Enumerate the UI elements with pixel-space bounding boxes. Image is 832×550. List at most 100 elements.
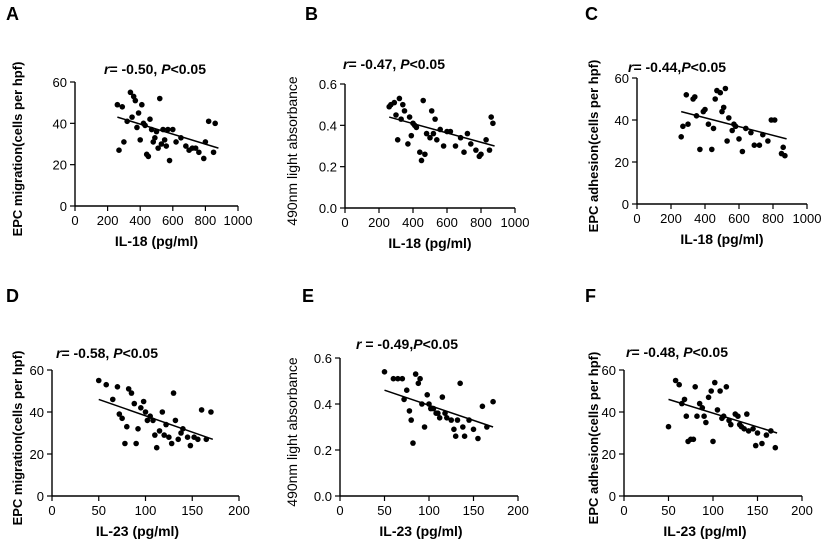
data-point xyxy=(163,143,170,149)
data-point xyxy=(484,424,490,430)
data-point xyxy=(424,392,431,398)
data-point xyxy=(728,421,734,428)
data-point xyxy=(772,444,779,451)
x-tick-label: 100 xyxy=(135,503,157,518)
data-point xyxy=(390,375,397,382)
data-point xyxy=(457,380,463,387)
data-point xyxy=(483,137,489,143)
data-point xyxy=(685,121,691,127)
x-tick-label: 600 xyxy=(728,211,750,226)
panel-b: B 0 200 400 600 800 1000 0.0 0.2 0.4 0.6 IL-18 (pg/… xyxy=(284,4,529,251)
stat-annotation: r= -0.44,P<0.05 xyxy=(628,59,726,75)
data-point xyxy=(103,381,110,388)
y-tick-label: 0.2 xyxy=(314,443,332,458)
x-axis-label: IL-18 (pg/ml) xyxy=(115,233,198,249)
data-point xyxy=(203,436,210,443)
data-point xyxy=(160,126,166,133)
data-point xyxy=(703,419,709,426)
x-tick-label: 800 xyxy=(762,211,784,226)
data-point xyxy=(172,417,179,424)
data-point xyxy=(166,157,173,164)
data-point xyxy=(672,377,679,384)
data-point xyxy=(750,426,756,432)
data-point xyxy=(173,139,179,145)
data-point xyxy=(488,114,495,120)
data-point xyxy=(139,101,145,108)
data-point xyxy=(683,92,690,98)
x-axis-label: IL-23 (pg/ml) xyxy=(96,523,179,539)
data-point xyxy=(732,123,739,130)
data-point xyxy=(413,124,420,131)
regression-line xyxy=(384,389,494,428)
data-point xyxy=(116,411,123,417)
data-point xyxy=(437,126,444,133)
data-point xyxy=(200,155,207,162)
y-tick-label: 40 xyxy=(30,405,44,420)
x-tick-label: 50 xyxy=(377,503,391,518)
data-point xyxy=(142,122,148,129)
stat-annotation: r= -0.58, P<0.05 xyxy=(56,345,158,361)
data-point xyxy=(208,409,214,415)
stat-r-value: = -0.50, xyxy=(109,61,161,77)
data-point xyxy=(479,403,486,410)
data-point xyxy=(434,137,440,143)
data-point xyxy=(192,145,199,151)
data-point xyxy=(690,436,697,443)
stat-r-label: r xyxy=(343,56,350,72)
x-tick-label: 200 xyxy=(507,503,529,518)
panel-a: A 0 200 400 600 800 1000 0 20 40 60 IL-18 (pg/ml) EP… xyxy=(6,4,252,249)
data-point xyxy=(447,128,454,135)
data-point xyxy=(699,405,706,411)
data-point xyxy=(720,104,727,111)
x-tick-label: 800 xyxy=(195,213,217,228)
data-point xyxy=(444,415,450,421)
data-point xyxy=(184,434,191,441)
data-point xyxy=(155,145,161,151)
y-tick-label: 60 xyxy=(53,75,67,90)
data-point xyxy=(393,112,399,118)
x-tick-label: 400 xyxy=(694,211,716,226)
x-tick-label: 200 xyxy=(228,503,250,518)
data-point xyxy=(168,440,175,447)
data-point xyxy=(457,134,464,141)
data-point xyxy=(405,141,411,147)
data-point xyxy=(697,146,703,153)
data-point xyxy=(490,398,496,405)
data-point xyxy=(751,142,758,148)
y-axis-label: 490nm light absorbance xyxy=(284,357,300,507)
data-point xyxy=(395,375,401,382)
y-tick-label: 20 xyxy=(602,447,616,462)
data-point xyxy=(771,117,778,123)
panel-letter: C xyxy=(585,4,598,24)
data-point xyxy=(140,398,147,405)
data-point xyxy=(717,89,724,96)
x-tick-label: 100 xyxy=(418,503,440,518)
stat-r-value: = -0.44, xyxy=(633,59,681,75)
data-point xyxy=(142,409,149,415)
data-point xyxy=(678,134,684,140)
data-point xyxy=(119,104,126,110)
y-tick-label: 0 xyxy=(60,199,67,214)
data-point xyxy=(752,442,759,449)
data-point xyxy=(460,424,466,430)
data-point xyxy=(161,432,167,438)
x-tick-label: 1000 xyxy=(224,213,253,228)
data-point xyxy=(394,137,401,143)
data-point xyxy=(170,126,176,133)
stat-p-value: <0.05 xyxy=(423,336,459,352)
data-point xyxy=(486,147,493,153)
stat-annotation: r = -0.49,P<0.05 xyxy=(356,336,458,352)
data-point xyxy=(726,115,732,121)
data-point xyxy=(202,139,209,145)
data-point xyxy=(158,141,165,147)
y-tick-label: 40 xyxy=(615,113,629,128)
data-point xyxy=(714,407,721,413)
data-point xyxy=(421,424,428,430)
data-point xyxy=(729,127,735,134)
y-tick-label: 20 xyxy=(615,155,629,170)
data-point xyxy=(148,126,155,133)
data-point xyxy=(153,128,160,135)
regression-line xyxy=(98,398,214,441)
data-point xyxy=(711,379,718,386)
regression-line xyxy=(117,116,219,149)
